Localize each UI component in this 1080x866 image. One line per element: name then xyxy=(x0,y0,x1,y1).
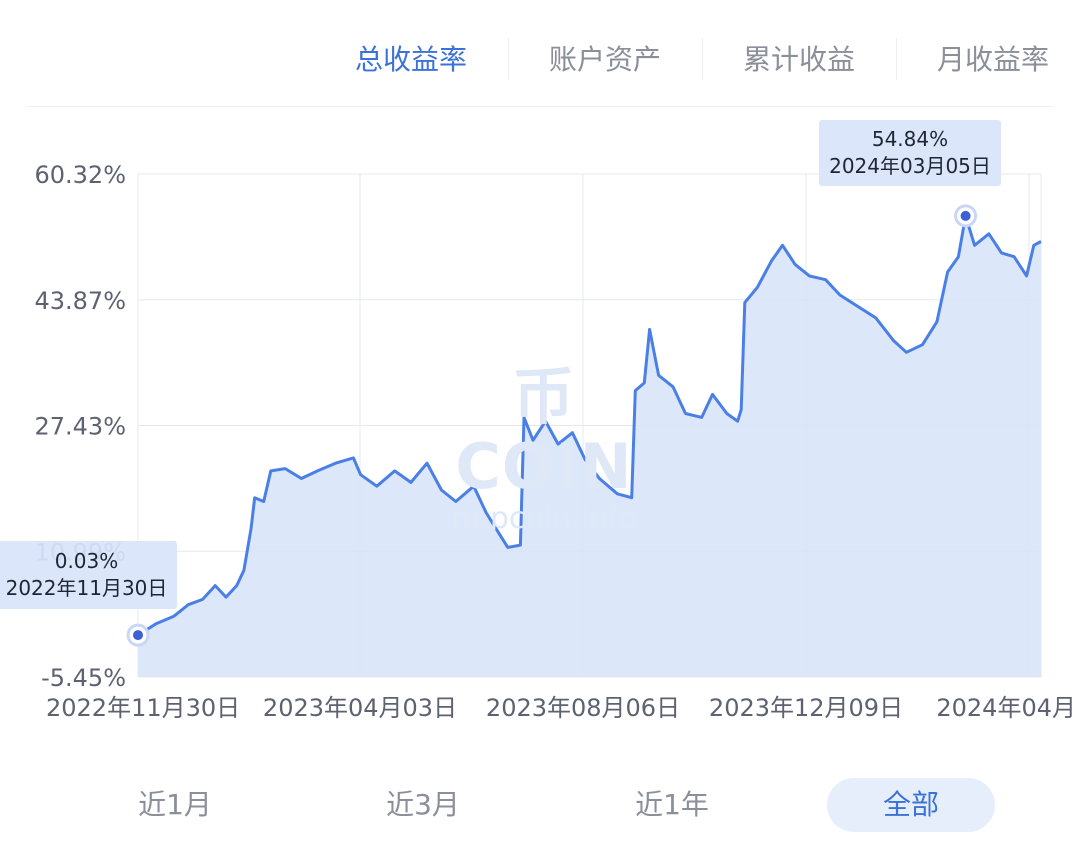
tab-monthly-return-rate[interactable]: 月收益率 xyxy=(936,43,1049,76)
peak-point-marker-dot xyxy=(960,210,971,221)
x-tick-label: 2023年12月09日 xyxy=(709,694,903,722)
range-3-months[interactable]: 近3月 xyxy=(386,788,460,821)
x-tick-label: 2022年11月30日 xyxy=(46,694,240,722)
start-point-marker-dot xyxy=(133,630,143,641)
tab-separator xyxy=(702,38,703,80)
x-tick-label: 2024年04月 xyxy=(936,694,1076,722)
tooltip-end-date: 2024年03月05日 xyxy=(829,154,991,178)
y-tick-label: -5.45% xyxy=(41,664,126,692)
y-tick-label: 60.32% xyxy=(34,161,126,189)
tab-total-return-rate[interactable]: 总收益率 xyxy=(354,43,467,76)
tooltip-end-value: 54.84% xyxy=(871,127,949,151)
tooltip-start-point: 0.03% 2022年11月30日 xyxy=(0,541,177,609)
return-area xyxy=(138,215,1041,677)
y-axis-labels: 60.32%43.87%27.43%10.99%-5.45% xyxy=(34,161,126,692)
tooltip-start-date: 2022年11月30日 xyxy=(5,576,168,600)
tabs-divider xyxy=(26,106,1054,107)
point-markers xyxy=(126,204,978,647)
tab-account-assets[interactable]: 账户资产 xyxy=(548,43,661,76)
x-tick-label: 2023年08月06日 xyxy=(486,694,680,722)
tab-cumulative-profit[interactable]: 累计收益 xyxy=(742,43,855,76)
time-range-selector: 近1月 近3月 近1年 全部 xyxy=(0,770,1080,840)
range-all[interactable]: 全部 xyxy=(827,778,995,832)
tab-separator xyxy=(896,38,897,80)
tab-separator xyxy=(508,38,509,80)
x-tick-label: 2023年04月03日 xyxy=(263,694,457,722)
y-tick-label: 43.87% xyxy=(34,287,126,315)
tooltip-start-value: 0.03% xyxy=(54,549,119,573)
y-tick-label: 27.43% xyxy=(34,413,126,441)
x-axis-labels: 2022年11月30日 2023年04月03日 2023年08月06日 2023年12… xyxy=(46,694,1076,722)
tooltip-end-point: 54.84% 2024年03月05日 xyxy=(819,120,1001,186)
return-rate-chart[interactable]: 60.32%43.87%27.43%10.99%-5.45% 2022年11月3… xyxy=(0,108,1080,748)
metric-tabs: 总收益率 账户资产 累计收益 月收益率 xyxy=(0,0,1080,108)
range-1-month[interactable]: 近1月 xyxy=(138,788,212,821)
return-line xyxy=(137,214,1042,637)
range-1-year[interactable]: 近1年 xyxy=(635,788,709,821)
